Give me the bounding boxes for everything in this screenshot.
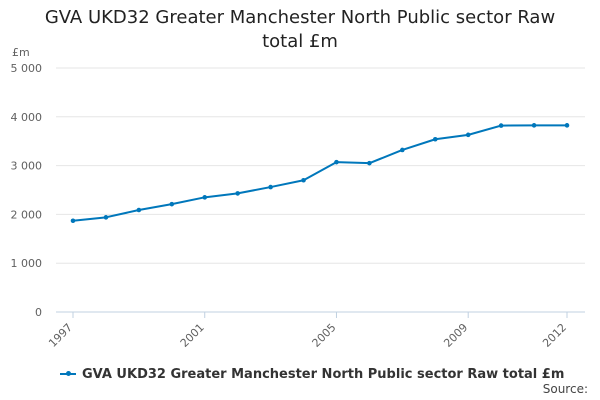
data-point-2002[interactable] — [235, 191, 240, 196]
data-point-1998[interactable] — [103, 215, 109, 220]
legend-label: GVA UKD32 Greater Manchester North Publi… — [82, 366, 565, 382]
chart-title: GVA UKD32 Greater Manchester North Publi… — [0, 6, 600, 54]
data-point-2007[interactable] — [400, 147, 405, 153]
legend[interactable]: GVA UKD32 Greater Manchester North Publi… — [60, 366, 564, 382]
x-tick-label-1: 2001 — [178, 321, 207, 350]
data-point-1997[interactable] — [70, 218, 76, 224]
x-tick-label-4: 2012 — [540, 321, 569, 350]
chart-title-line-1: GVA UKD32 Greater Manchester North Publi… — [44, 7, 556, 28]
data-point-2008[interactable] — [432, 136, 438, 142]
data-point-2005[interactable] — [334, 159, 339, 165]
axes: 0 1 000 2 000 3 000 4 000 5 000 1997 2001 2005 20… — [11, 62, 585, 350]
data-point-2009[interactable] — [465, 132, 471, 138]
data-point-2001[interactable] — [202, 195, 208, 200]
data-point-2003[interactable] — [268, 184, 273, 190]
data-point-2011[interactable] — [531, 123, 537, 128]
series-line-0 — [72, 124, 567, 222]
legend-swatch-icon — [60, 366, 76, 382]
series — [70, 123, 570, 224]
data-point-2010[interactable] — [498, 123, 504, 128]
data-point-2012[interactable] — [564, 123, 570, 128]
x-tick-label-2: 2005 — [310, 321, 339, 350]
x-tick-label-3: 2009 — [441, 321, 470, 350]
y-tick-label-2: 2 000 — [11, 208, 43, 221]
data-point-1999[interactable] — [136, 207, 142, 213]
y-tick-label-5: 5 000 — [11, 62, 43, 75]
x-tick-label-0: 1997 — [46, 321, 75, 350]
y-axis-label: £m — [12, 46, 30, 59]
gridlines — [56, 67, 585, 264]
y-tick-label-3: 3 000 — [11, 160, 43, 173]
data-point-2000[interactable] — [169, 201, 175, 207]
data-point-2004[interactable] — [301, 177, 306, 183]
source-label: Source: — [542, 382, 588, 396]
data-point-2006[interactable] — [367, 160, 372, 166]
y-tick-label-0: 0 — [35, 306, 42, 319]
y-tick-label-1: 1 000 — [11, 257, 43, 270]
y-tick-label-4: 4 000 — [11, 111, 43, 124]
chart-title-line-2: total £m — [262, 31, 338, 52]
